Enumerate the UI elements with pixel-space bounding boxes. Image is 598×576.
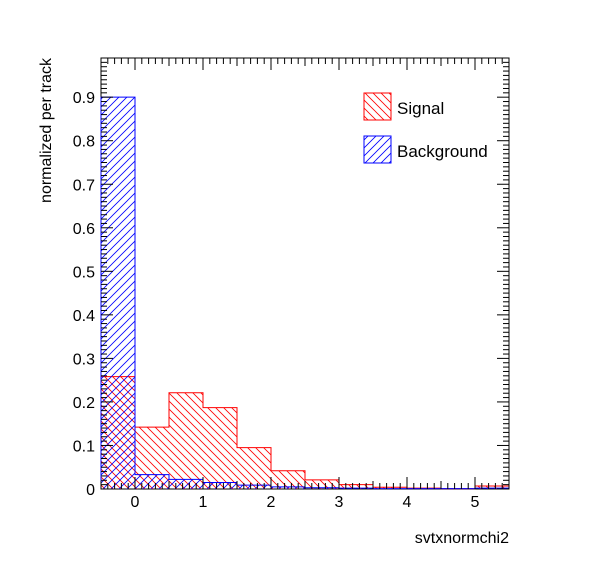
y-axis-title: normalized per track	[38, 57, 55, 203]
bar-background-1	[135, 474, 169, 489]
y-tick-label: 0.8	[73, 134, 95, 151]
x-tick-label: 2	[267, 494, 276, 511]
plot-frame	[100, 57, 510, 490]
bar-signal-4	[237, 447, 271, 489]
y-tick-label: 0.9	[73, 90, 95, 107]
legend-swatch-background	[363, 135, 392, 164]
bar-signal-3	[203, 407, 237, 489]
y-tick-label: 0.6	[73, 221, 95, 238]
x-axis-title: svtxnormchi2	[415, 530, 509, 547]
bar-background-3	[203, 482, 237, 489]
bar-signal-2	[169, 392, 203, 489]
bar-background-6	[305, 487, 339, 489]
bar-signal-5	[271, 470, 305, 489]
bar-background-5	[271, 486, 305, 489]
bar-signal-11	[475, 485, 509, 489]
legend: Signal Background	[363, 92, 488, 164]
y-tick-label: 0.7	[73, 177, 95, 194]
x-tick-label: 4	[403, 494, 412, 511]
x-tick-label: 3	[335, 494, 344, 511]
y-tick-label: 0.1	[73, 438, 95, 455]
bar-background-4	[237, 485, 271, 489]
legend-swatch-signal	[363, 92, 392, 121]
y-tick-label: 0.2	[73, 395, 95, 412]
y-tick-label: 0.5	[73, 264, 95, 281]
y-tick-label: 0.4	[73, 308, 95, 325]
bar-signal-6	[305, 479, 339, 489]
bar-signal-7	[339, 484, 373, 489]
x-tick-label: 5	[471, 494, 480, 511]
x-tick-label: 1	[199, 494, 208, 511]
x-tick-label: 0	[131, 494, 140, 511]
legend-label-signal: Signal	[397, 99, 444, 118]
y-tick-label: 0	[86, 482, 95, 499]
series-outline-background	[100, 96, 510, 490]
legend-label-background: Background	[397, 142, 488, 161]
y-tick-label: 0.3	[73, 351, 95, 368]
axes-layer: 0 1 2 3 4 5 0 0.1 0.2 0.3 0.4 0.5 0.6 0.7 0.8 0.9	[73, 58, 510, 511]
bar-background-2	[169, 479, 203, 489]
